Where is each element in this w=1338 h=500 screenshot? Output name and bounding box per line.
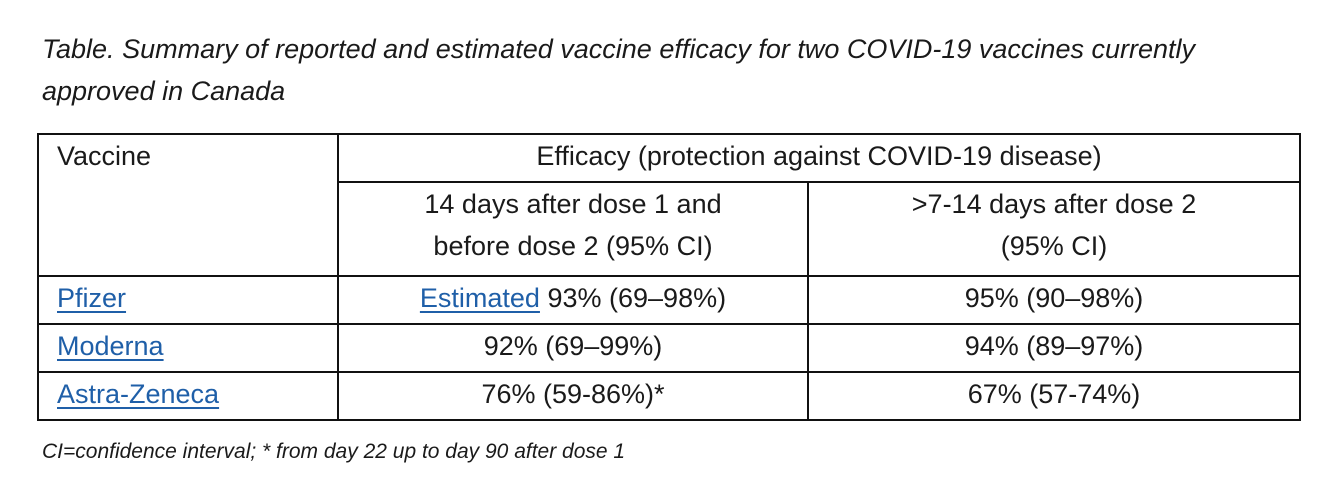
astrazeneca-link[interactable]: Astra-Zeneca [57, 379, 220, 409]
table-subheader-row: 14 days after dose 1 and before dose 2 (… [38, 181, 1302, 277]
efficacy-table: Vaccine Efficacy (protection against COV… [37, 133, 1302, 421]
table-row-astrazeneca: Astra-Zeneca 76% (59-86%)* 67% (57-74%) [37, 371, 1302, 421]
pfizer-link[interactable]: Pfizer [57, 283, 127, 313]
moderna-dose1-value: 92% (69–99%) [337, 323, 809, 373]
table-header-row: Vaccine Efficacy (protection against COV… [37, 133, 1302, 277]
header-vaccine: Vaccine [37, 133, 339, 277]
table-footnote: CI=confidence interval; * from day 22 up… [42, 440, 626, 463]
pfizer-dose2-value: 95% (90–98%) [806, 275, 1302, 325]
subheader-dose1: 14 days after dose 1 and before dose 2 (… [337, 181, 809, 277]
estimated-link[interactable]: Estimated [419, 283, 540, 313]
table-caption: Table. Summary of reported and estimated… [42, 34, 1195, 106]
subheader-dose2: >7-14 days after dose 2 (95% CI) [806, 181, 1302, 277]
moderna-dose2-value: 94% (89–97%) [806, 323, 1302, 373]
table-row-moderna: Moderna 92% (69–99%) 94% (89–97%) [37, 323, 1302, 373]
header-efficacy: Efficacy (protection against COVID-19 di… [336, 133, 1302, 183]
table-row-pfizer: Pfizer Estimated 93% (69–98%) 95% (90–98… [37, 275, 1302, 325]
moderna-link[interactable]: Moderna [57, 331, 164, 361]
astrazeneca-dose2-value: 67% (57-74%) [806, 371, 1302, 421]
astrazeneca-dose1-value: 76% (59-86%)* [337, 371, 809, 421]
pfizer-dose1-value: 93% (69–98%) [547, 283, 727, 313]
pfizer-dose1-cell: Estimated 93% (69–98%) [337, 275, 809, 325]
